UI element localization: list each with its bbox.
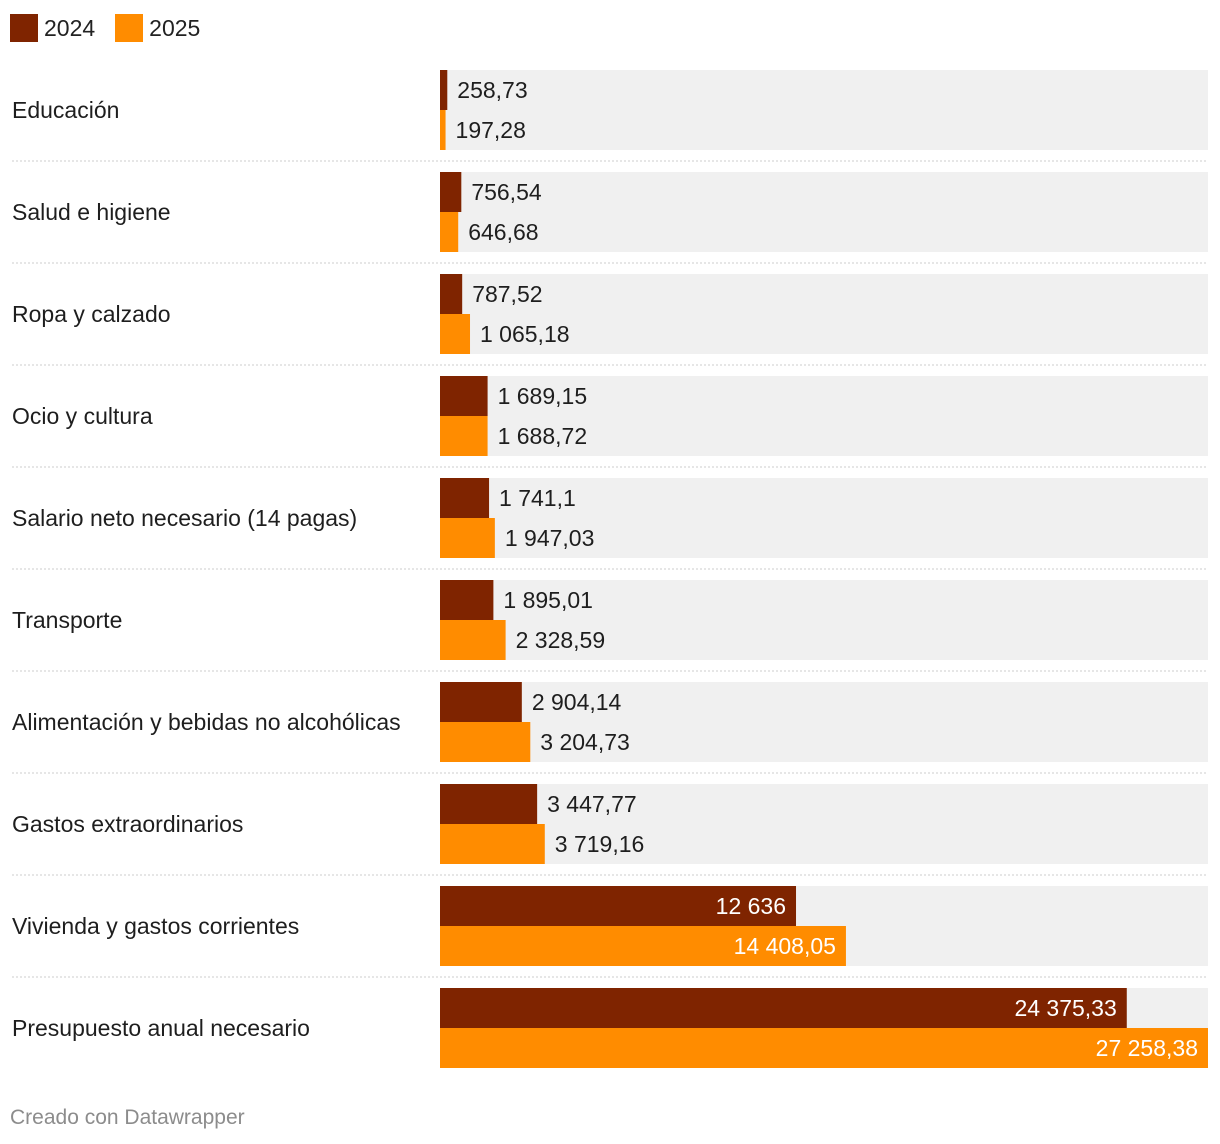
category-label: Presupuesto anual necesario — [12, 1015, 310, 1041]
category-label: Salario neto necesario (14 pagas) — [12, 505, 357, 531]
bar-2024 — [440, 478, 490, 518]
bar-2024 — [440, 682, 522, 722]
bar-2024 — [440, 784, 538, 824]
bar-2025 — [440, 620, 506, 660]
legend-item-2024: 2024 — [10, 14, 95, 42]
legend-swatch-2025 — [115, 14, 144, 42]
value-label-2024: 2 904,14 — [532, 689, 622, 715]
legend-label-2024: 2024 — [44, 14, 96, 41]
bar-2024 — [440, 376, 488, 416]
legend-item-2025: 2025 — [115, 14, 200, 42]
value-label-2025: 3 204,73 — [540, 729, 630, 755]
grouped-bar-chart: Educación 258,73 197,28 Salud e higiene 756,… — [12, 70, 1208, 1068]
bar-background — [440, 682, 1208, 762]
chart-legend: 2024 2025 — [10, 12, 220, 44]
footer-credit: Creado con Datawrapper — [10, 1106, 245, 1129]
bar-2024 — [440, 70, 448, 110]
value-label-2024: 756,54 — [471, 179, 542, 205]
category-label: Transporte — [12, 607, 122, 633]
value-label-2025: 1 688,72 — [498, 423, 588, 449]
value-label-2024: 1 689,15 — [498, 383, 588, 409]
value-label-2024: 24 375,33 — [1014, 995, 1116, 1021]
value-label-2025: 1 947,03 — [505, 525, 595, 551]
category-label: Educación — [12, 97, 119, 123]
value-label-2024: 12 636 — [716, 893, 786, 919]
bar-background — [440, 70, 1208, 150]
bar-background — [440, 580, 1208, 660]
category-label: Alimentación y bebidas no alcohólicas — [12, 709, 401, 735]
value-label-2025: 197,28 — [456, 117, 526, 143]
bar-2025 — [440, 110, 446, 150]
category-label: Salud e higiene — [12, 199, 171, 225]
bar-background — [440, 376, 1208, 456]
value-label-2024: 3 447,77 — [547, 791, 637, 817]
value-label-2025: 27 258,38 — [1096, 1035, 1198, 1061]
category-label: Vivienda y gastos corrientes — [12, 913, 299, 939]
value-label-2024: 258,73 — [457, 77, 527, 103]
bar-2025 — [440, 722, 531, 762]
bar-2024 — [440, 274, 463, 314]
bar-2024 — [440, 580, 494, 620]
bar-background — [440, 172, 1208, 252]
bar-2025 — [440, 1028, 1208, 1068]
bar-2025 — [440, 926, 846, 966]
bar-background — [440, 784, 1208, 864]
value-label-2025: 3 719,16 — [555, 831, 645, 857]
value-label-2025: 2 328,59 — [516, 627, 606, 653]
value-label-2025: 14 408,05 — [734, 933, 836, 959]
bar-2024 — [440, 172, 462, 212]
bar-2025 — [440, 314, 471, 354]
category-label: Gastos extraordinarios — [12, 811, 243, 837]
value-label-2024: 787,52 — [472, 281, 542, 307]
value-label-2024: 1 741,1 — [499, 485, 576, 511]
value-label-2025: 1 065,18 — [480, 321, 570, 347]
bar-2024 — [440, 988, 1127, 1028]
bar-2025 — [440, 824, 545, 864]
legend-label-2025: 2025 — [149, 14, 201, 41]
bar-background — [440, 274, 1208, 354]
bar-2025 — [440, 212, 459, 252]
bar-2024 — [440, 886, 797, 926]
legend-swatch-2024 — [10, 14, 38, 42]
value-label-2024: 1 895,01 — [503, 587, 593, 613]
value-label-2025: 646,68 — [468, 219, 538, 245]
bar-2025 — [440, 416, 488, 456]
bar-background — [440, 478, 1208, 558]
category-label: Ocio y cultura — [12, 403, 153, 429]
category-label: Ropa y calzado — [12, 301, 171, 327]
bar-2025 — [440, 518, 495, 558]
